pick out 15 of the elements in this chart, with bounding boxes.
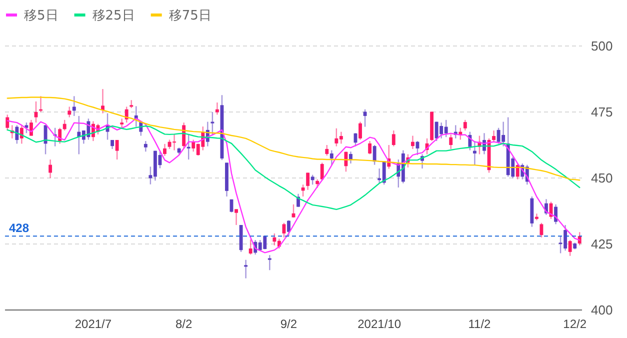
x-tick-label: 8/2	[175, 317, 192, 331]
x-tick-label: 2021/7	[74, 317, 112, 331]
legend-label: 移25日	[92, 8, 135, 24]
x-tick-label: 2021/10	[358, 317, 402, 331]
legend-label: 移5日	[24, 8, 58, 24]
x-tick-label: 11/2	[468, 317, 492, 331]
legend-label: 移75日	[168, 8, 212, 24]
x-tick-label: 12/2	[563, 317, 587, 331]
y-tick-label: 500	[591, 38, 613, 54]
ref-line-label: 428	[9, 221, 30, 236]
x-tick-label: 9/2	[280, 317, 298, 331]
y-tick-label: 400	[591, 302, 613, 318]
y-tick-label: 450	[591, 170, 613, 186]
y-tick-label: 475	[591, 104, 613, 120]
y-tick-label: 425	[591, 236, 613, 252]
